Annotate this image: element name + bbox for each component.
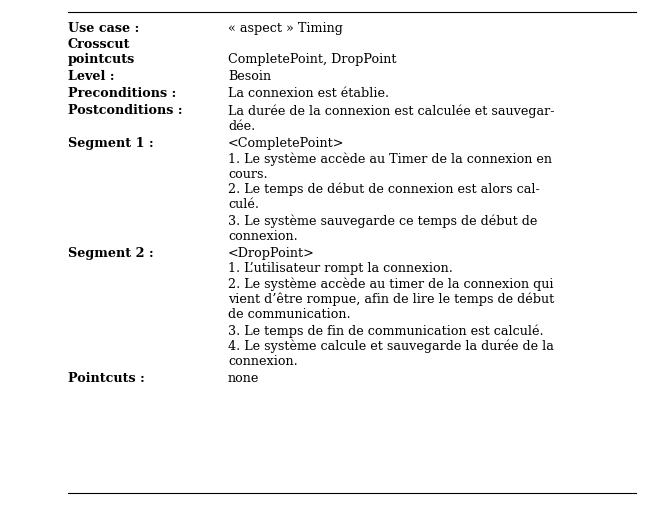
Text: Pointcuts :: Pointcuts : — [68, 372, 145, 385]
Text: La connexion est établie.: La connexion est établie. — [228, 87, 389, 100]
Text: none: none — [228, 372, 259, 385]
Text: Postconditions :: Postconditions : — [68, 104, 182, 117]
Text: de communication.: de communication. — [228, 308, 350, 321]
Text: 3. Le temps de fin de communication est calculé.: 3. Le temps de fin de communication est … — [228, 324, 543, 338]
Text: pointcuts: pointcuts — [68, 53, 135, 66]
Text: <DropPoint>: <DropPoint> — [228, 246, 315, 260]
Text: 1. L’utilisateur rompt la connexion.: 1. L’utilisateur rompt la connexion. — [228, 262, 453, 275]
Text: Besoin: Besoin — [228, 70, 271, 83]
Text: CompletePoint, DropPoint: CompletePoint, DropPoint — [228, 53, 396, 66]
Text: connexion.: connexion. — [228, 355, 298, 368]
Text: dée.: dée. — [228, 120, 255, 132]
Text: <CompletePoint>: <CompletePoint> — [228, 136, 344, 150]
Text: Crosscut: Crosscut — [68, 38, 131, 51]
Text: culé.: culé. — [228, 199, 259, 211]
Text: La durée de la connexion est calculée et sauvegar-: La durée de la connexion est calculée et… — [228, 104, 555, 118]
Text: cours.: cours. — [228, 167, 268, 180]
Text: Segment 2 :: Segment 2 : — [68, 246, 154, 260]
Text: Level :: Level : — [68, 70, 115, 83]
Text: 2. Le temps de début de connexion est alors cal-: 2. Le temps de début de connexion est al… — [228, 183, 539, 197]
Text: 1. Le système accède au Timer de la connexion en: 1. Le système accède au Timer de la conn… — [228, 152, 552, 165]
Text: 4. Le système calcule et sauvegarde la durée de la: 4. Le système calcule et sauvegarde la d… — [228, 340, 554, 353]
Text: vient d’être rompue, afin de lire le temps de début: vient d’être rompue, afin de lire le tem… — [228, 293, 554, 307]
Text: connexion.: connexion. — [228, 230, 298, 242]
Text: 2. Le système accède au timer de la connexion qui: 2. Le système accède au timer de la conn… — [228, 277, 553, 291]
Text: « aspect » Timing: « aspect » Timing — [228, 22, 343, 35]
Text: Use case :: Use case : — [68, 22, 139, 35]
Text: 3. Le système sauvegarde ce temps de début de: 3. Le système sauvegarde ce temps de déb… — [228, 214, 537, 228]
Text: Preconditions :: Preconditions : — [68, 87, 176, 100]
Text: Segment 1 :: Segment 1 : — [68, 136, 154, 150]
